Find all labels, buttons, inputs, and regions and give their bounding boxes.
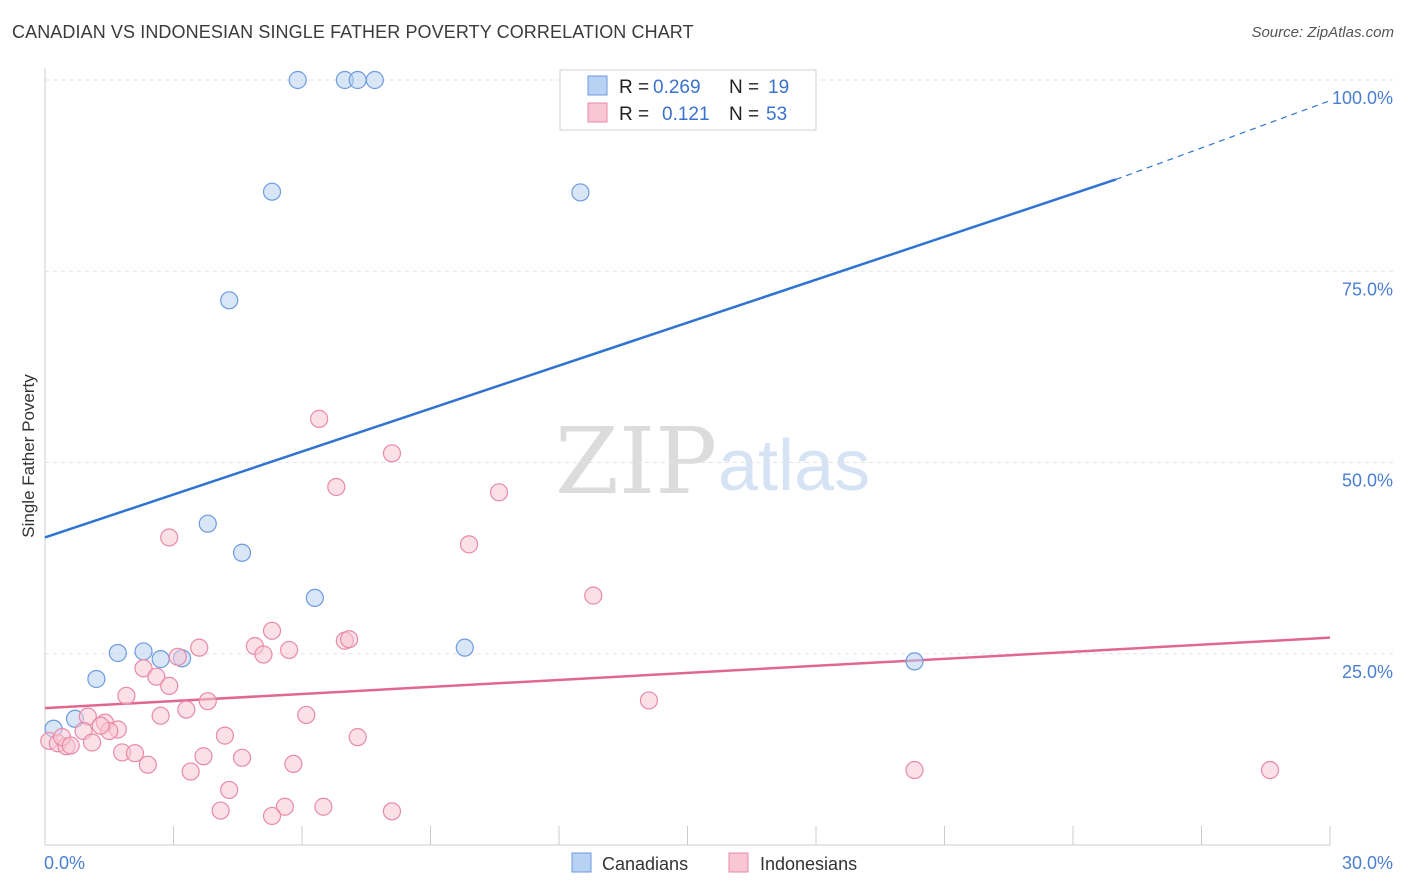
- series-legend-label-indonesians: Indonesians: [760, 854, 857, 874]
- point-indonesians-39: [284, 754, 303, 774]
- point-canadians-10: [108, 643, 127, 663]
- series-legend: Canadians Indonesians: [571, 852, 857, 874]
- trend-line-extension-canadians: [1115, 100, 1331, 181]
- trend-line-canadians: [44, 178, 1117, 539]
- point-indonesians-18: [117, 686, 136, 705]
- point-indonesians-47: [639, 691, 659, 710]
- point-indonesians-12: [280, 640, 299, 660]
- x-tick-marks: [44, 826, 1331, 845]
- point-indonesians-43: [314, 797, 333, 816]
- point-canadians-8: [232, 543, 252, 562]
- x-tick-label-min: 0.0%: [44, 853, 85, 873]
- y-tick-label-100: 100.0%: [1332, 88, 1393, 108]
- point-canadians-11: [134, 642, 153, 661]
- legend-r-value-canadians: 0.269: [653, 77, 701, 98]
- point-indonesians-44: [382, 802, 402, 821]
- y-tick-label-25: 25.0%: [1342, 662, 1393, 682]
- point-canadians-15: [905, 652, 924, 671]
- watermark-atlas: atlas: [718, 426, 870, 506]
- point-canadians-4: [262, 182, 282, 201]
- point-indonesians-17: [160, 676, 179, 695]
- legend-n-value-indonesians: 53: [766, 104, 787, 125]
- point-indonesians-37: [232, 748, 252, 767]
- legend-r-label-canadians: R =: [619, 77, 649, 98]
- point-indonesians-38: [138, 755, 157, 774]
- point-indonesians-42: [275, 797, 294, 816]
- point-indonesians-6: [584, 586, 603, 605]
- point-indonesians-22: [151, 706, 170, 725]
- series-legend-swatch-canadians: [571, 852, 592, 873]
- y-axis-label: Single Father Poverty: [19, 374, 38, 538]
- legend-n-label-indonesians: N =: [729, 104, 759, 125]
- chart-source: Source: ZipAtlas.com: [1251, 24, 1394, 41]
- point-indonesians-36: [194, 747, 213, 766]
- legend-r-label-indonesians: R =: [619, 104, 649, 125]
- point-indonesians-1: [382, 444, 402, 463]
- data-points: [40, 70, 1280, 826]
- point-canadians-9: [305, 588, 324, 608]
- legend-n-value-canadians: 19: [768, 77, 789, 98]
- trend-lines: [44, 100, 1331, 710]
- trend-line-indonesians: [44, 636, 1331, 710]
- watermark: ZIP atlas: [555, 408, 870, 515]
- point-canadians-3: [365, 70, 384, 90]
- y-tick-labels: 25.0% 50.0% 75.0% 100.0%: [1332, 88, 1393, 682]
- watermark-zip: ZIP: [555, 408, 717, 515]
- chart-title: CANADIAN VS INDONESIAN SINGLE FATHER POV…: [12, 22, 694, 42]
- point-canadians-5: [571, 183, 590, 202]
- point-indonesians-7: [262, 621, 282, 640]
- legend-n-label-canadians: N =: [729, 77, 759, 98]
- point-indonesians-49: [1260, 760, 1280, 780]
- point-canadians-12: [151, 650, 170, 669]
- legend-swatch-indonesians: [587, 102, 608, 123]
- point-indonesians-10: [190, 638, 209, 657]
- point-indonesians-48: [905, 760, 924, 780]
- point-indonesians-19: [198, 692, 217, 711]
- point-indonesians-3: [489, 483, 509, 502]
- point-indonesians-35: [125, 744, 145, 763]
- x-tick-label-max: 30.0%: [1342, 853, 1393, 873]
- series-legend-swatch-indonesians: [728, 852, 749, 873]
- correlation-legend: R = 0.269 N = 19 R = 0.121 N = 53: [559, 69, 817, 131]
- point-canadians-2: [348, 70, 367, 90]
- point-indonesians-2: [327, 477, 346, 497]
- y-tick-label-50: 50.0%: [1342, 471, 1393, 491]
- y-tick-label-75: 75.0%: [1342, 279, 1393, 299]
- point-indonesians-51: [61, 736, 80, 755]
- point-indonesians-4: [160, 528, 179, 547]
- point-indonesians-29: [348, 728, 367, 747]
- point-indonesians-33: [83, 733, 102, 752]
- point-indonesians-41: [220, 780, 239, 800]
- point-indonesians-13: [254, 645, 273, 664]
- point-canadians-14: [455, 638, 474, 657]
- point-canadians-0: [288, 70, 307, 90]
- point-canadians-16: [87, 669, 106, 689]
- point-indonesians-52: [91, 716, 110, 735]
- point-indonesians-14: [168, 647, 187, 666]
- series-legend-label-canadians: Canadians: [602, 854, 688, 874]
- point-indonesians-45: [211, 801, 230, 820]
- point-indonesians-20: [177, 700, 196, 719]
- point-indonesians-28: [215, 726, 234, 745]
- point-indonesians-16: [147, 667, 166, 686]
- point-indonesians-5: [459, 535, 479, 554]
- point-indonesians-46: [262, 806, 282, 826]
- legend-swatch-canadians: [587, 75, 608, 96]
- legend-r-value-indonesians: 0.121: [662, 104, 710, 125]
- point-canadians-7: [198, 514, 217, 533]
- point-indonesians-0: [310, 409, 329, 428]
- point-canadians-6: [220, 291, 239, 310]
- grid-lines: [45, 79, 1393, 655]
- point-indonesians-21: [297, 705, 316, 725]
- point-indonesians-9: [340, 630, 359, 649]
- point-indonesians-40: [181, 762, 200, 781]
- point-indonesians-15: [134, 659, 153, 678]
